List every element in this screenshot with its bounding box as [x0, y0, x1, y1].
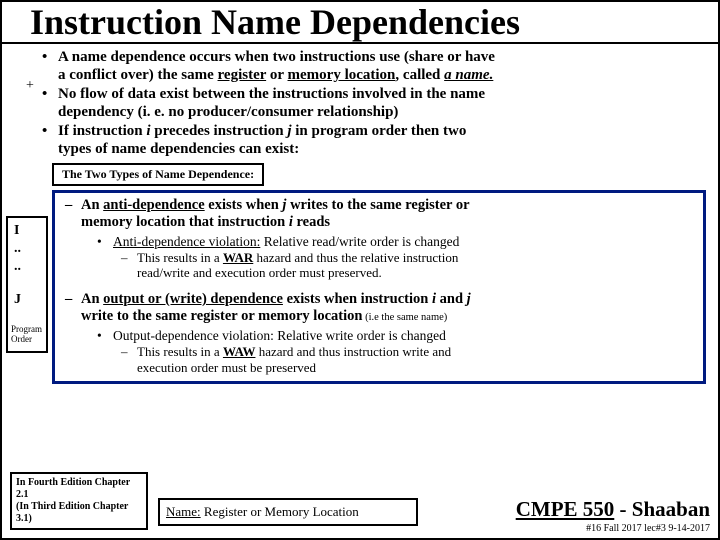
var-j: j: [282, 197, 290, 213]
memory-word: memory location: [288, 67, 396, 83]
name-definition-box: Name: Register or Memory Location: [158, 498, 418, 526]
register-word: register: [218, 67, 267, 83]
dots: ..: [10, 240, 44, 258]
war-word: WAR: [223, 250, 253, 265]
label-J: J: [10, 291, 44, 309]
anti-violation: Anti-dependence violation: Relative read…: [65, 234, 697, 250]
subtitle-box: The Two Types of Name Dependence:: [52, 163, 264, 186]
text: memory location that instruction: [81, 214, 289, 230]
text: reads: [296, 214, 330, 230]
text: A name dependence occurs when two instru…: [58, 49, 495, 65]
same-name-note: (i.e the same name): [362, 312, 447, 323]
text: and: [440, 291, 467, 307]
text: This results in a: [137, 250, 223, 265]
dash: -: [614, 497, 632, 521]
line2: (In Third Edition Chapter 3.1): [16, 501, 128, 524]
edition-note-box: In Fourth Edition Chapter 2.1 (In Third …: [10, 472, 148, 530]
footer-right: CMPE 550 - Shaaban #16 Fall 2017 lec#3 9…: [516, 497, 710, 534]
text: or: [266, 67, 287, 83]
bullet-1: A name dependence occurs when two instru…: [42, 48, 708, 84]
a-name: a name.: [444, 67, 493, 83]
course-code: CMPE 550: [516, 497, 615, 521]
output-dependence: An output or (write) dependence exists w…: [65, 291, 697, 326]
text: writes to the same register or: [290, 197, 469, 213]
name-label: Name:: [166, 504, 201, 519]
war-hazard: This results in a WAR hazard and thus th…: [65, 250, 697, 281]
main-content-box: An anti-dependence exists when j writes …: [52, 190, 706, 384]
waw-hazard: This results in a WAW hazard and thus in…: [65, 344, 697, 375]
label: Anti-dependence violation:: [113, 234, 260, 249]
text: dependency (i. e. no producer/consumer r…: [58, 104, 398, 120]
slide-title: Instruction Name Dependencies: [2, 2, 718, 44]
text: This results in a: [137, 344, 223, 359]
course-line: CMPE 550 - Shaaban: [516, 497, 710, 522]
waw-word: WAW: [223, 344, 256, 359]
text: exists when instruction: [283, 291, 432, 307]
text: a conflict over) the same: [58, 67, 218, 83]
program-order-label: ProgramOrder: [10, 323, 44, 347]
text: An: [81, 291, 103, 307]
var-j: j: [467, 291, 471, 307]
output-violation: Output-dependence violation: Relative wr…: [65, 328, 697, 344]
instructor: Shaaban: [632, 497, 710, 521]
bullet-3: If instruction i precedes instruction j …: [42, 122, 708, 158]
text: execution order must be preserved: [137, 360, 316, 375]
text: types of name dependencies can exist:: [58, 141, 299, 157]
text: exists when: [205, 197, 283, 213]
plus-marker: +: [26, 78, 34, 94]
anti-dep-word: anti-dependence: [103, 197, 205, 213]
text: Relative read/write order is changed: [260, 234, 459, 249]
text: in program order then two: [295, 123, 466, 139]
text: No flow of data exist between the instru…: [58, 86, 485, 102]
text: precedes instruction: [154, 123, 287, 139]
slide-info: #16 Fall 2017 lec#3 9-14-2017: [516, 523, 710, 534]
line1: In Fourth Edition Chapter 2.1: [16, 477, 130, 500]
bullet-2: No flow of data exist between the instru…: [42, 85, 708, 121]
text: write to the same register or memory loc…: [81, 308, 362, 324]
text: hazard and thus instruction write and: [255, 344, 451, 359]
program-order-box: I .. .. J ProgramOrder: [6, 216, 48, 353]
dots: ..: [10, 258, 44, 276]
var-i: i: [432, 291, 440, 307]
anti-dependence: An anti-dependence exists when j writes …: [65, 197, 697, 232]
name-text: Register or Memory Location: [201, 504, 359, 519]
text: An: [81, 197, 103, 213]
text: , called: [395, 67, 444, 83]
text: If instruction: [58, 123, 146, 139]
text: hazard and thus the relative instruction: [253, 250, 458, 265]
text: read/write and execution order must pres…: [137, 265, 382, 280]
top-bullet-list: A name dependence occurs when two instru…: [2, 44, 718, 161]
label-I: I: [10, 222, 44, 240]
output-dep-word: output or (write) dependence: [103, 291, 283, 307]
